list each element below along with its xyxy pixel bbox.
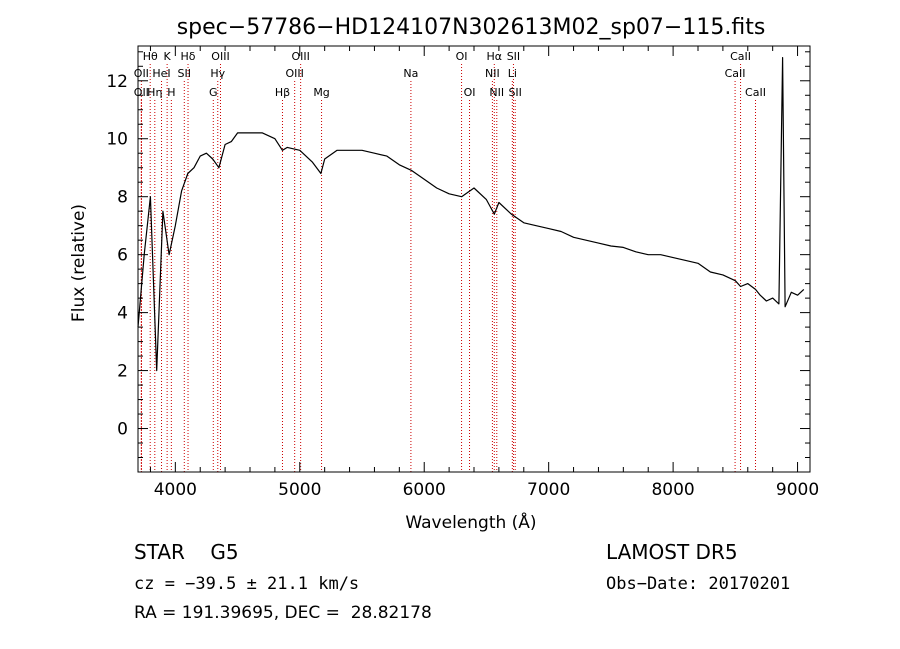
line-marker-label: G: [209, 86, 218, 99]
line-marker-label: OI: [464, 86, 476, 99]
y-tick-label: 2: [117, 362, 128, 382]
x-tick-label: 4000: [154, 480, 197, 500]
line-marker-label: Na: [403, 67, 418, 80]
line-marker-label: SII: [508, 86, 521, 99]
y-tick-label: 0: [117, 420, 128, 440]
y-tick-label: 12: [106, 72, 128, 92]
y-tick-label: 4: [117, 304, 128, 324]
line-marker-label: SII: [178, 67, 191, 80]
y-tick-label: 10: [106, 130, 128, 150]
line-marker-label: OIII: [285, 67, 303, 80]
line-marker-label: Hα: [487, 50, 503, 63]
line-marker-layer: Hθ K Hδ OIII OIII OI Hα SII CaII OII HeI SII Hγ OIII N…: [134, 50, 766, 472]
x-tick-label: 8000: [651, 480, 694, 500]
line-marker-label: Hβ: [275, 86, 290, 99]
line-marker-label: Hη: [147, 86, 162, 99]
y-axis-label: Flux (relative): [69, 204, 89, 322]
coordinates: RA = 191.39695, DEC = 28.82178: [134, 603, 432, 623]
line-marker-label: Hγ: [210, 67, 225, 80]
x-tick-label: 9000: [776, 480, 819, 500]
line-marker-label: HeI: [152, 67, 170, 80]
object-class: STAR G5: [134, 540, 239, 564]
line-marker-label: CaII: [725, 67, 746, 80]
line-marker-label: K: [164, 50, 172, 63]
y-tick-label: 8: [117, 188, 128, 208]
line-marker-label: Li: [508, 67, 517, 80]
observation-date: Obs−Date: 20170201: [606, 574, 791, 594]
line-marker-label: Hδ: [181, 50, 196, 63]
line-marker-label: OIII: [211, 50, 229, 63]
x-tick-label: 6000: [403, 480, 446, 500]
line-marker-label: CaII: [745, 86, 766, 99]
axes-layer: 4000 5000 6000 7000 8000 9000 0 2 4 6 8 10 12: [106, 45, 819, 500]
line-marker-label: OIII: [291, 50, 309, 63]
x-tick-label: 5000: [278, 480, 321, 500]
line-marker-label: H: [167, 86, 175, 99]
spectrum-series-line: [137, 56, 805, 372]
line-marker-label: OII: [134, 67, 149, 80]
line-marker-label: Mg: [313, 86, 329, 99]
spectrum-layer: [137, 56, 805, 372]
line-marker-label: NII: [489, 86, 504, 99]
x-tick-label: 7000: [527, 480, 570, 500]
line-marker-label: CaII: [730, 50, 751, 63]
line-marker-label: SII: [507, 50, 520, 63]
line-marker-label: OI: [456, 50, 468, 63]
chart-title: spec−57786−HD124107N302613M02_sp07−115.f…: [177, 15, 766, 40]
redshift-velocity: cz = −39.5 ± 21.1 km/s: [134, 574, 360, 594]
survey-label: LAMOST DR5: [606, 540, 738, 564]
x-axis-label: Wavelength (Å): [405, 511, 536, 533]
line-marker-label: Hθ: [143, 50, 158, 63]
plot-frame: [137, 45, 811, 473]
line-marker-label: NII: [485, 67, 500, 80]
y-tick-label: 6: [117, 246, 128, 266]
